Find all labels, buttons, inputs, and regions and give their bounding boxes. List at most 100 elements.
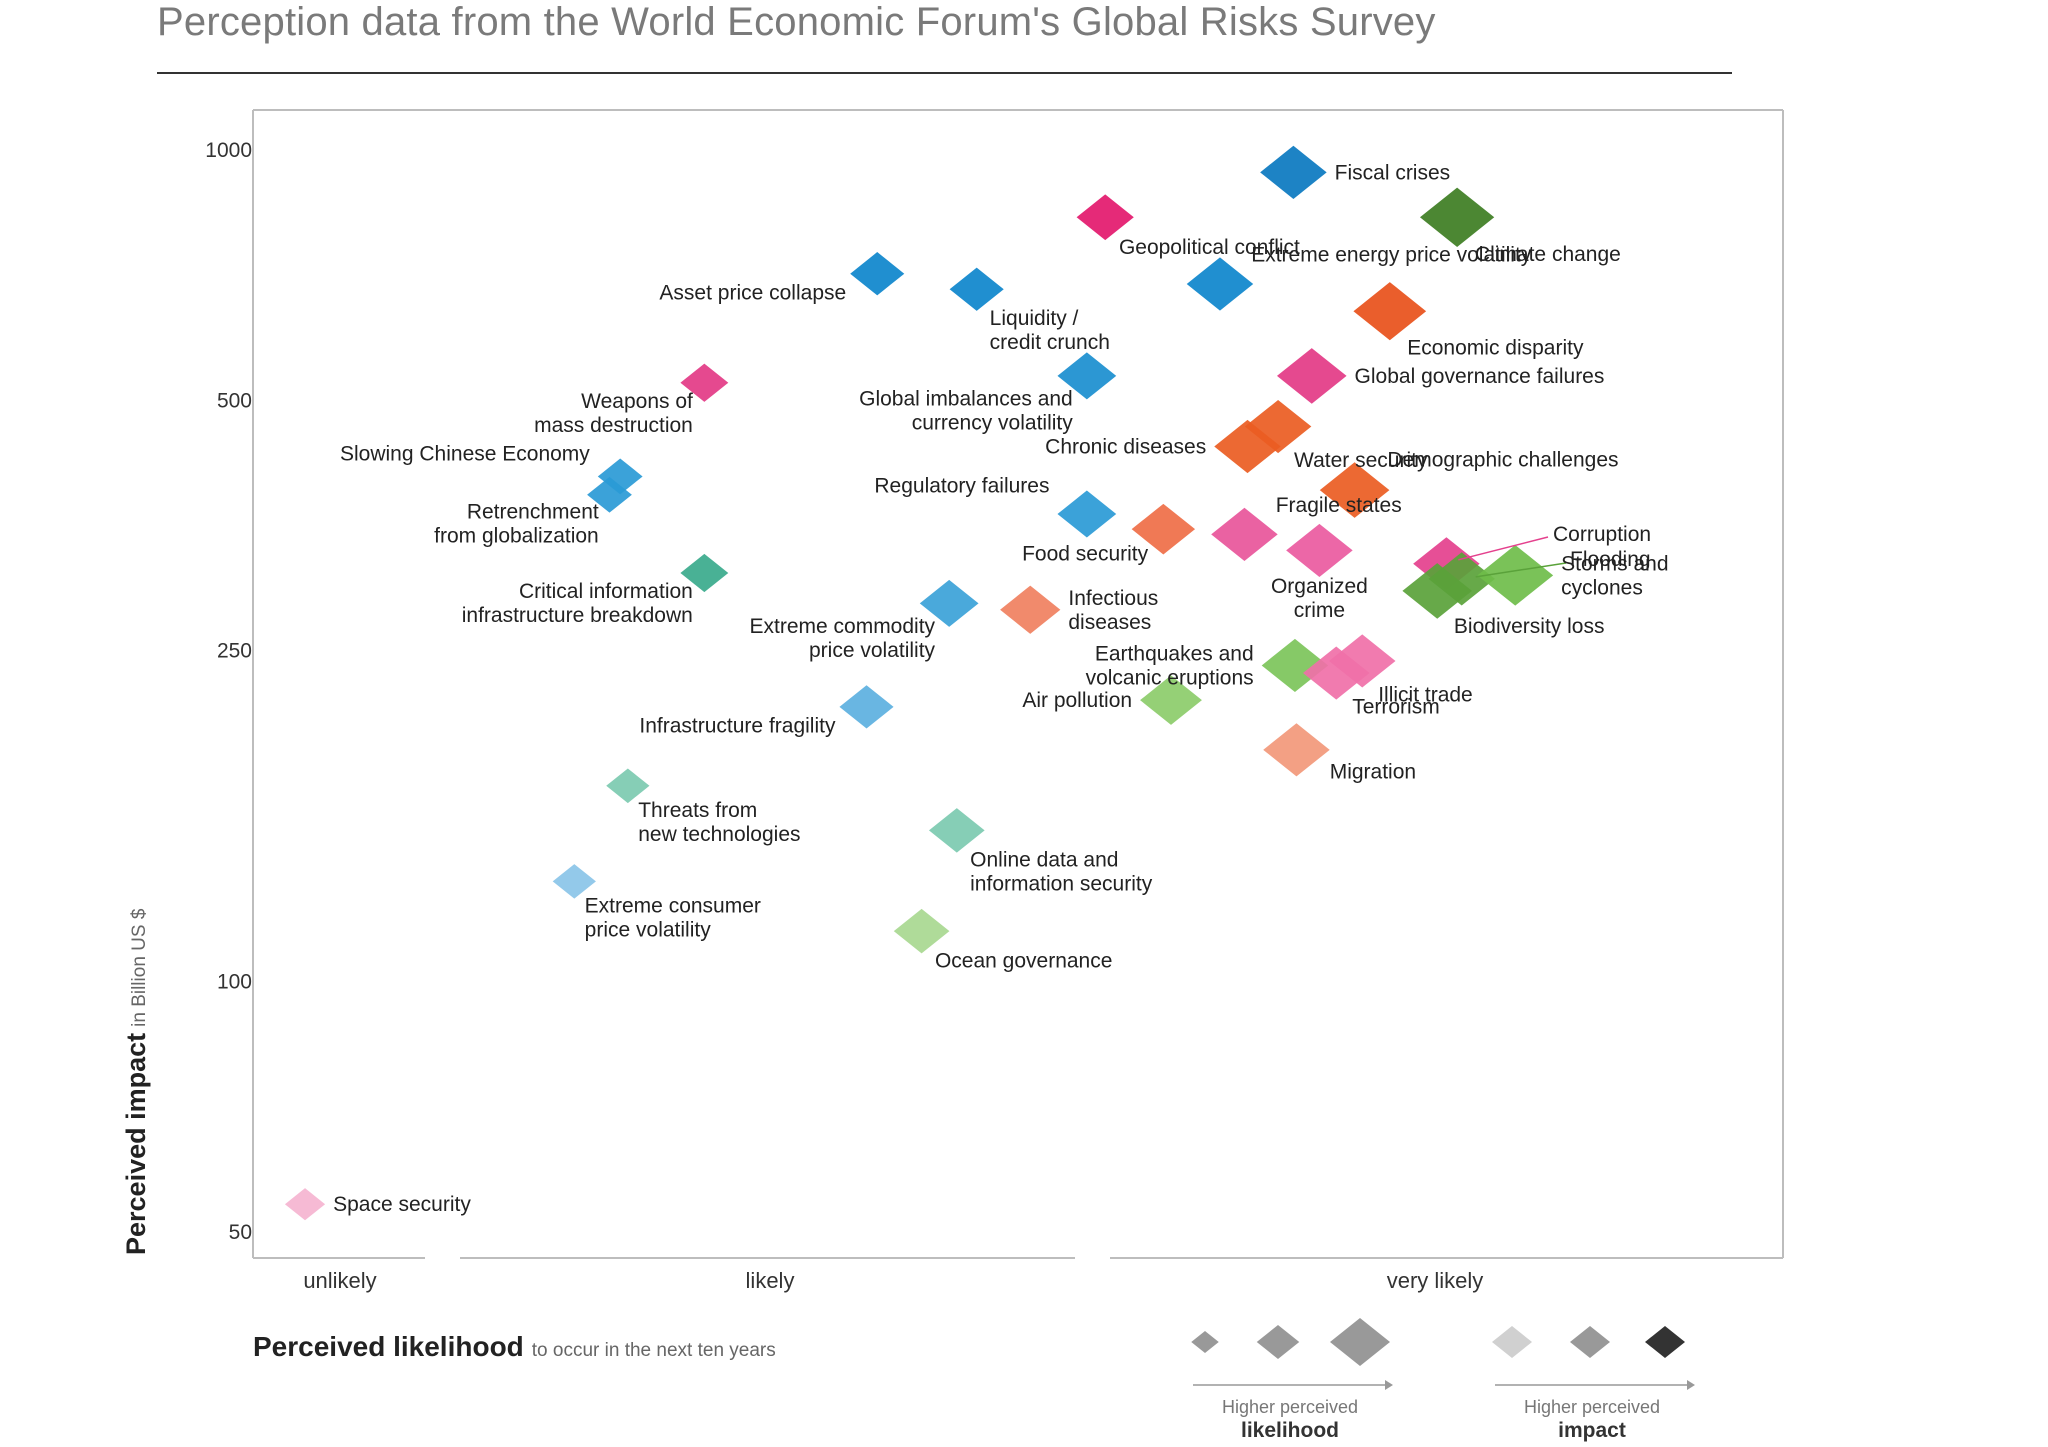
label-biodiversity-loss: Biodiversity loss [1454,615,1605,638]
point-air-pollution [1140,675,1202,725]
label-line: credit crunch [990,331,1110,354]
point-threats-from-new-technologies [606,768,650,804]
leader-line-corruption [1458,536,1549,561]
label-regulatory-failures: Regulatory failures [874,475,1049,498]
label-line: Biodiversity loss [1454,615,1605,638]
point-terrorism [1302,646,1370,700]
point-critical-information-infrastructure-breakdown [680,553,729,593]
label-critical-information-infrastructure-breakdown: Critical information infrastructure break… [462,580,693,627]
label-line: Retrenchment [467,501,599,524]
label-line: Regulatory failures [874,475,1049,498]
y-axis-title-note: in Billion US $ [129,908,150,1027]
point-space-security [284,1188,326,1221]
label-line: Online data and [970,849,1118,872]
label-line: crime [1294,599,1345,622]
label-economic-disparity: Economic disparity [1407,336,1584,359]
label-line: Asset price collapse [659,281,846,304]
label-line: Migration [1330,760,1416,783]
point-liquidity-credit-crunch [949,267,1004,311]
point-asset-price-collapse [850,252,905,296]
legend-likelihood-diamond-1 [1191,1331,1219,1353]
label-line: new technologies [638,823,800,846]
point-online-data-and-information-security [928,808,985,853]
label-line: Demographic challenges [1387,448,1618,471]
y-tick-label-50: 50 [229,1221,252,1244]
label-line: Terrorism [1352,696,1440,719]
label-terrorism: Terrorism [1352,696,1440,719]
point-migration [1263,723,1330,777]
point-illicit-trade [1329,634,1396,688]
label-retrenchment-from-globalization: Retrenchment from globalization [434,501,599,548]
point-global-governance-failures [1276,348,1347,404]
data-labels: Fiscal crises Climate change Geopolitical … [333,161,1668,1216]
point-food-security [1131,503,1196,555]
label-air-pollution: Air pollution [1022,689,1132,712]
label-demographic-challenges: Demographic challenges [1387,448,1618,471]
label-line: price volatility [809,639,936,662]
y-tick-label-250: 250 [217,640,252,663]
label-flooding: Flooding [1570,548,1651,571]
label-line: Earthquakes and [1095,642,1254,665]
label-line: Slowing Chinese Economy [340,443,590,466]
legend-likelihood-caption-bold: likelihood [1241,1419,1339,1442]
label-line: Threats from [638,799,757,822]
label-asset-price-collapse: Asset price collapse [659,281,846,304]
label-chronic-diseases: Chronic diseases [1045,436,1206,459]
label-ocean-governance: Ocean governance [935,949,1112,972]
y-tick-label-500: 500 [217,389,252,412]
label-line: Flooding [1570,548,1651,571]
label-extreme-energy-price-volatility: Extreme energy price volatility [1251,243,1532,266]
point-earthquakes-and-volcanic-eruptions [1261,638,1329,693]
label-liquidity-credit-crunch: Liquidity / credit crunch [990,307,1110,354]
label-water-security: Water security [1294,449,1428,472]
title-divider [157,72,1732,74]
legend-likelihood-arrowhead [1385,1380,1393,1390]
label-threats-from-new-technologies: Threats from new technologies [638,799,800,846]
label-line: mass destruction [534,414,693,437]
point-infrastructure-fragility [839,685,894,729]
label-line: volcanic eruptions [1086,666,1254,689]
label-line: Economic disparity [1407,336,1584,359]
label-illicit-trade: Illicit trade [1378,684,1473,707]
label-line: Storms and [1561,552,1668,575]
label-line: Global imbalances and [859,387,1073,410]
point-global-imbalances-and-currency-volatility [1057,352,1117,400]
label-line: Climate change [1475,243,1621,266]
legend-impact-diamond-1 [1492,1326,1532,1358]
label-line: Fiscal crises [1335,161,1451,184]
label-food-security: Food security [1022,543,1149,566]
y-axis-title-main: Perceived impact [121,1033,151,1255]
label-line: Food security [1022,543,1149,566]
point-regulatory-failures [1057,490,1117,538]
label-line: Extreme consumer [585,895,761,918]
label-line: Fragile states [1276,494,1402,517]
point-fragile-states [1211,507,1278,561]
legend-impact-caption: Higher perceived [1524,1397,1660,1417]
label-line: infrastructure breakdown [462,604,693,627]
label-line: price volatility [585,919,712,942]
label-global-governance-failures: Global governance failures [1355,365,1605,388]
data-points [284,145,1554,1221]
legend-impact-caption-bold: impact [1558,1419,1626,1442]
point-extreme-energy-price-volatility [1186,257,1254,311]
label-online-data-and-information-security: Online data and information security [970,849,1153,896]
label-migration: Migration [1330,760,1416,783]
label-line: from globalization [434,525,599,548]
point-fiscal-crises [1260,145,1327,199]
x-axis-title-note: to occur in the next ten years [532,1340,776,1361]
x-axis-title-main: Perceived likelihood [253,1331,524,1362]
label-organized-crime: Organized crime [1271,575,1368,622]
point-geopolitical-conflict [1076,194,1134,241]
label-line: Air pollution [1022,689,1132,712]
label-storms-and-cyclones: Storms and cyclones [1561,552,1668,599]
point-retrenchment-from-globalization [587,476,632,513]
point-extreme-consumer-price-volatility [552,864,596,899]
label-line: Geopolitical conflict [1119,236,1300,259]
label-line: diseases [1068,611,1151,634]
label-earthquakes-and-volcanic-eruptions: Earthquakes and volcanic eruptions [1086,642,1254,689]
label-line: Critical information [519,580,693,603]
label-geopolitical-conflict: Geopolitical conflict [1119,236,1300,259]
point-ocean-governance [893,908,950,954]
point-infectious-diseases [1000,585,1061,634]
